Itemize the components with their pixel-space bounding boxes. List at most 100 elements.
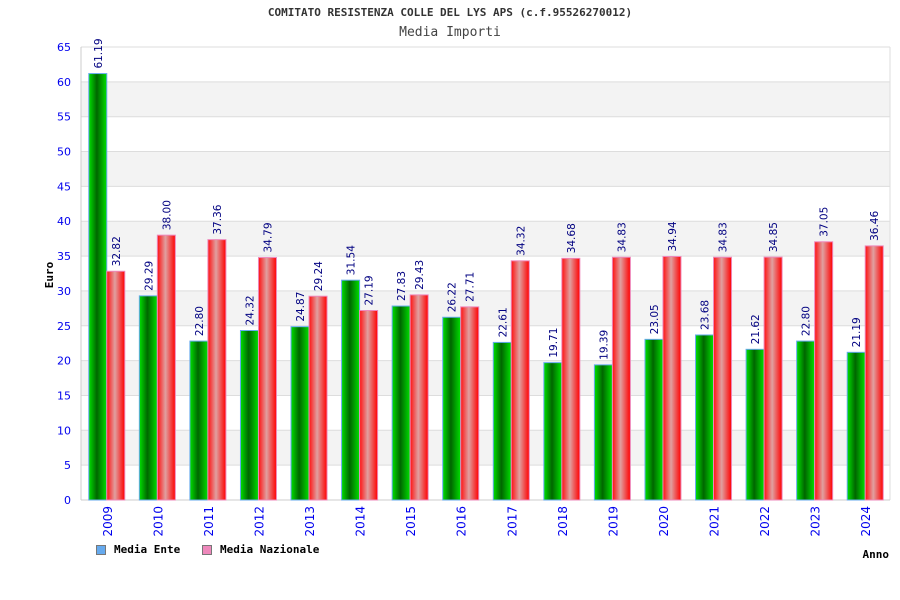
- bar-media-nazionale: [814, 241, 834, 501]
- y-tick-label: 30: [57, 285, 71, 298]
- data-label: 19.39: [598, 330, 610, 360]
- y-tick-label: 25: [57, 320, 71, 333]
- data-label: 34.94: [667, 221, 679, 251]
- data-label: 29.29: [143, 261, 155, 291]
- data-label: 61.19: [93, 38, 105, 68]
- bar-media-nazionale: [460, 306, 480, 501]
- y-tick-label: 10: [57, 424, 71, 437]
- chart-subtitle: Media Importi: [399, 25, 501, 40]
- legend-label: Media Nazionale: [220, 543, 320, 556]
- bar-media-nazionale: [409, 294, 429, 501]
- data-label: 31.54: [346, 245, 358, 275]
- chart-title: COMITATO RESISTENZA COLLE DEL LYS APS (c…: [267, 6, 633, 19]
- bar-media-nazionale: [106, 270, 126, 501]
- legend-item-media-nazionale: Media Nazionale: [202, 543, 319, 556]
- bar-media-nazionale: [662, 255, 682, 501]
- bar-media-nazionale: [510, 260, 530, 501]
- bar-media-ente: [543, 362, 563, 501]
- data-label: 38.00: [161, 200, 173, 230]
- bar-media-nazionale: [763, 256, 783, 501]
- legend-swatch-media-nazionale: [202, 544, 212, 555]
- legend-label: Media Ente: [114, 543, 181, 556]
- x-tick-label: 2023: [809, 506, 823, 537]
- grid-band: [81, 81, 890, 117]
- bar-media-ente: [796, 340, 816, 501]
- bar-media-ente: [593, 364, 613, 501]
- data-label: 19.71: [548, 328, 560, 358]
- data-label: 27.19: [364, 275, 376, 305]
- x-tick-label: 2022: [758, 506, 772, 537]
- x-tick-label: 2014: [354, 506, 368, 537]
- data-label: 22.80: [801, 306, 813, 336]
- bar-media-nazionale: [611, 256, 631, 501]
- data-label: 23.05: [649, 304, 661, 334]
- bar-media-nazionale: [713, 256, 733, 501]
- bar-media-ente: [442, 316, 462, 501]
- data-label: 27.71: [465, 272, 477, 302]
- x-tick-label: 2024: [859, 506, 873, 537]
- legend-item-media-ente: Media Ente: [96, 543, 180, 556]
- x-tick-label: 2019: [606, 506, 620, 537]
- data-label: 26.22: [447, 282, 459, 312]
- data-label: 29.43: [414, 260, 426, 290]
- data-label: 36.46: [869, 211, 881, 241]
- y-axis-label: Euro: [43, 261, 56, 288]
- y-tick-label: 5: [64, 459, 71, 472]
- x-axis-label: Anno: [863, 548, 890, 561]
- x-tick-label: 2018: [556, 506, 570, 537]
- x-tick-label: 2020: [657, 506, 671, 537]
- data-label: 34.32: [515, 226, 527, 256]
- bar-media-ente: [492, 341, 512, 501]
- y-tick-label: 45: [57, 180, 71, 193]
- data-label: 34.85: [768, 222, 780, 252]
- bar-media-nazionale: [864, 245, 884, 501]
- data-label: 37.36: [212, 204, 224, 234]
- bar-media-ente: [341, 279, 361, 501]
- y-tick-label: 20: [57, 355, 71, 368]
- x-tick-label: 2012: [252, 506, 266, 537]
- data-label: 23.68: [700, 300, 712, 330]
- bar-media-nazionale: [257, 257, 277, 501]
- bar-media-nazionale: [359, 310, 379, 501]
- y-tick-label: 65: [57, 41, 71, 54]
- legend-swatch-media-ente: [96, 544, 106, 555]
- bar-media-nazionale: [207, 239, 227, 501]
- data-label: 34.68: [566, 223, 578, 253]
- bar-media-nazionale: [156, 234, 176, 501]
- bar-media-ente: [290, 326, 310, 501]
- data-label: 24.32: [244, 295, 256, 325]
- x-tick-label: 2015: [404, 506, 418, 537]
- y-tick-label: 0: [64, 494, 71, 507]
- bar-media-ente: [239, 330, 259, 501]
- grid-band: [81, 151, 890, 187]
- data-label: 27.83: [396, 271, 408, 301]
- x-tick-label: 2017: [505, 506, 519, 537]
- y-tick-label: 50: [57, 146, 71, 159]
- data-label: 32.82: [111, 236, 123, 266]
- data-label: 34.79: [262, 222, 274, 252]
- y-tick-label: 40: [57, 215, 71, 228]
- x-tick-label: 2011: [202, 506, 216, 537]
- data-label: 22.61: [497, 307, 509, 337]
- x-tick-label: 2010: [151, 506, 165, 537]
- data-label: 24.87: [295, 292, 307, 322]
- data-label: 34.83: [616, 222, 628, 252]
- bar-media-ente: [745, 348, 765, 501]
- data-label: 37.05: [819, 207, 831, 237]
- bar-media-ente: [695, 334, 715, 501]
- data-label: 29.24: [313, 261, 325, 291]
- bar-media-ente: [138, 295, 158, 501]
- data-label: 34.83: [718, 222, 730, 252]
- x-tick-label: 2021: [708, 506, 722, 537]
- bar-media-ente: [846, 351, 866, 501]
- data-label: 21.19: [851, 317, 863, 347]
- bar-media-ente: [644, 338, 664, 501]
- bar-media-ente: [88, 73, 108, 501]
- y-tick-label: 15: [57, 389, 71, 402]
- x-tick-label: 2013: [303, 506, 317, 537]
- bar-media-nazionale: [308, 295, 328, 501]
- y-tick-label: 60: [57, 76, 71, 89]
- bar-media-ente: [391, 305, 411, 501]
- x-tick-label: 2009: [101, 506, 115, 537]
